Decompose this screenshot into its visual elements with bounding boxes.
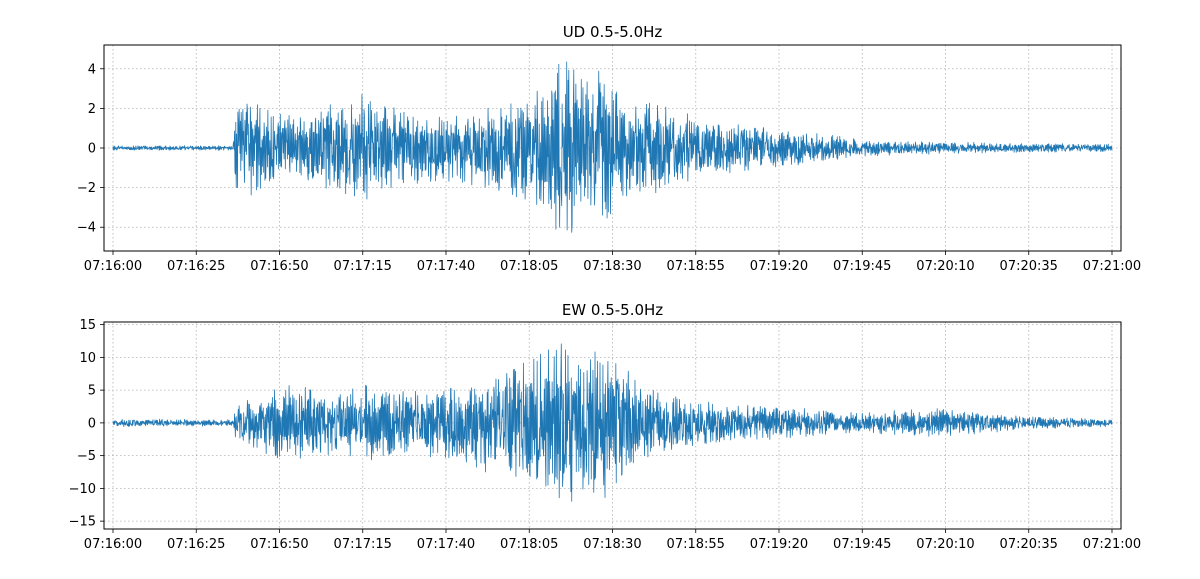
chart-panel-0: UD 0.5-5.0Hz 07:16:00 07:16:25 07:16:50 07:1…	[77, 23, 1141, 274]
y-tick-label: −15	[69, 515, 96, 530]
y-tick-label: −4	[77, 221, 96, 236]
x-tick-label: 07:16:25	[167, 259, 225, 274]
x-tick-label: 07:16:25	[167, 537, 225, 552]
y-tick-label: 10	[79, 351, 96, 366]
x-tick-label: 07:18:30	[583, 259, 641, 274]
x-tick-label: 07:17:40	[417, 537, 475, 552]
x-tick-label: 07:18:30	[583, 537, 641, 552]
x-tick-label: 07:18:05	[500, 259, 558, 274]
y-tick-label: 0	[88, 142, 96, 157]
chart-title: EW 0.5-5.0Hz	[562, 301, 663, 319]
x-tick-label: 07:20:10	[916, 259, 974, 274]
y-tick-label: 2	[88, 102, 96, 117]
x-tick-label: 07:16:00	[84, 259, 142, 274]
y-tick-label: −5	[77, 449, 96, 464]
chart-title: UD 0.5-5.0Hz	[563, 23, 663, 41]
x-tick-label: 07:16:50	[250, 259, 308, 274]
y-tick-label: −10	[69, 482, 96, 497]
x-tick-label: 07:17:15	[334, 259, 392, 274]
x-tick-label: 07:20:10	[916, 537, 974, 552]
x-tick-label: 07:20:35	[1000, 259, 1058, 274]
x-tick-label: 07:21:00	[1083, 259, 1141, 274]
x-tick-label: 07:19:20	[750, 537, 808, 552]
x-tick-label: 07:17:40	[417, 259, 475, 274]
y-tick-label: 0	[88, 416, 96, 431]
y-tick-label: −2	[77, 181, 96, 196]
x-tick-label: 07:19:45	[833, 537, 891, 552]
x-tick-label: 07:19:45	[833, 259, 891, 274]
y-tick-label: 15	[79, 318, 96, 333]
y-tick-label: 5	[88, 384, 96, 399]
chart-panel-1: EW 0.5-5.0Hz 07:16:00 07:16:25 07:16:50 07:1…	[69, 301, 1142, 552]
x-tick-label: 07:19:20	[750, 259, 808, 274]
x-tick-label: 07:18:55	[667, 259, 725, 274]
x-tick-label: 07:18:55	[667, 537, 725, 552]
y-tick-label: 4	[88, 62, 96, 77]
signal-trace	[112, 61, 1113, 233]
x-tick-label: 07:17:15	[334, 537, 392, 552]
x-tick-label: 07:20:35	[1000, 537, 1058, 552]
x-tick-label: 07:18:05	[500, 537, 558, 552]
x-tick-label: 07:21:00	[1083, 537, 1141, 552]
x-tick-label: 07:16:00	[84, 537, 142, 552]
signal-trace	[112, 343, 1113, 502]
x-tick-label: 07:16:50	[250, 537, 308, 552]
